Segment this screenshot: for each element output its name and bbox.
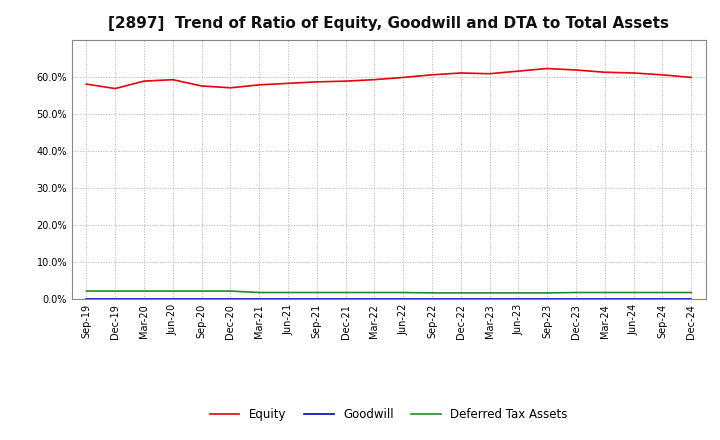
Goodwill (312, 297, 321, 302)
Equity (629, 70, 638, 76)
Equity (456, 70, 465, 76)
Equity (284, 81, 292, 86)
Goodwill (168, 297, 177, 302)
Equity (572, 67, 580, 73)
Equity (140, 78, 148, 84)
Goodwill (514, 297, 523, 302)
Equity (543, 66, 552, 71)
Deferred Tax Assets (197, 288, 206, 293)
Equity (399, 75, 408, 80)
Goodwill (197, 297, 206, 302)
Deferred Tax Assets (370, 290, 379, 295)
Deferred Tax Assets (428, 290, 436, 296)
Deferred Tax Assets (687, 290, 696, 295)
Goodwill (226, 297, 235, 302)
Deferred Tax Assets (485, 290, 494, 296)
Equity (226, 85, 235, 91)
Deferred Tax Assets (543, 290, 552, 296)
Deferred Tax Assets (168, 288, 177, 293)
Line: Equity: Equity (86, 69, 691, 88)
Equity (341, 78, 350, 84)
Goodwill (140, 297, 148, 302)
Goodwill (399, 297, 408, 302)
Equity (600, 70, 609, 75)
Goodwill (111, 297, 120, 302)
Equity (370, 77, 379, 82)
Equity (312, 79, 321, 84)
Equity (514, 69, 523, 74)
Deferred Tax Assets (658, 290, 667, 295)
Deferred Tax Assets (226, 288, 235, 293)
Title: [2897]  Trend of Ratio of Equity, Goodwill and DTA to Total Assets: [2897] Trend of Ratio of Equity, Goodwil… (108, 16, 670, 32)
Goodwill (629, 297, 638, 302)
Deferred Tax Assets (284, 290, 292, 295)
Goodwill (485, 297, 494, 302)
Equity (687, 75, 696, 80)
Deferred Tax Assets (312, 290, 321, 295)
Deferred Tax Assets (514, 290, 523, 296)
Goodwill (572, 297, 580, 302)
Equity (168, 77, 177, 82)
Equity (82, 81, 91, 87)
Equity (428, 72, 436, 77)
Goodwill (341, 297, 350, 302)
Goodwill (658, 297, 667, 302)
Goodwill (370, 297, 379, 302)
Line: Deferred Tax Assets: Deferred Tax Assets (86, 291, 691, 293)
Deferred Tax Assets (111, 288, 120, 293)
Goodwill (82, 297, 91, 302)
Deferred Tax Assets (82, 288, 91, 293)
Deferred Tax Assets (399, 290, 408, 295)
Goodwill (428, 297, 436, 302)
Deferred Tax Assets (140, 288, 148, 293)
Goodwill (543, 297, 552, 302)
Equity (658, 72, 667, 77)
Goodwill (284, 297, 292, 302)
Deferred Tax Assets (456, 290, 465, 296)
Legend: Equity, Goodwill, Deferred Tax Assets: Equity, Goodwill, Deferred Tax Assets (205, 404, 572, 426)
Goodwill (255, 297, 264, 302)
Equity (485, 71, 494, 77)
Deferred Tax Assets (255, 290, 264, 295)
Goodwill (456, 297, 465, 302)
Goodwill (600, 297, 609, 302)
Goodwill (687, 297, 696, 302)
Deferred Tax Assets (629, 290, 638, 295)
Equity (111, 86, 120, 91)
Equity (197, 83, 206, 88)
Equity (255, 82, 264, 88)
Deferred Tax Assets (572, 290, 580, 295)
Deferred Tax Assets (341, 290, 350, 295)
Deferred Tax Assets (600, 290, 609, 295)
